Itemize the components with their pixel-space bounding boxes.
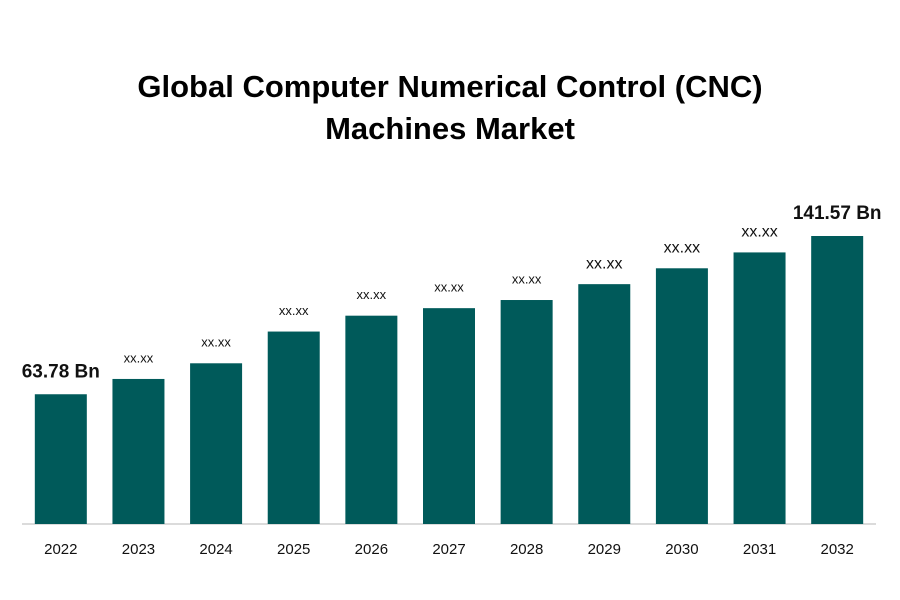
bar [267, 331, 320, 524]
value-label: xx.xx [124, 350, 154, 365]
value-label: 63.78 Bn [22, 361, 100, 382]
value-label: xx.xx [512, 271, 542, 286]
x-tick-label: 2030 [665, 541, 698, 558]
value-label: xx.xx [357, 287, 387, 302]
bar [733, 252, 786, 524]
x-tick-label: 2024 [199, 541, 232, 558]
bar [34, 394, 87, 524]
x-tick-label: 2027 [432, 541, 465, 558]
bar [423, 308, 475, 524]
bar [655, 268, 708, 524]
x-tick-label: 2026 [355, 541, 388, 558]
x-tick-label: 2031 [743, 541, 776, 558]
value-label: xx.xx [741, 224, 777, 241]
bar [190, 363, 243, 524]
value-label: xx.xx [201, 335, 231, 350]
x-tick-label: 2028 [510, 541, 543, 558]
value-label: xx.xx [586, 255, 622, 272]
bar [811, 236, 864, 524]
x-tick-label: 2029 [588, 541, 621, 558]
x-tick-label: 2032 [820, 541, 853, 558]
x-tick-label: 2022 [44, 541, 77, 558]
bar [578, 284, 631, 524]
x-tick-label: 2025 [277, 541, 310, 558]
value-label: xx.xx [664, 240, 700, 257]
value-label: xx.xx [279, 303, 309, 318]
value-label: 141.57 Bn [793, 203, 882, 224]
bar [345, 315, 398, 524]
bar [500, 300, 553, 524]
x-tick-label: 2023 [122, 541, 155, 558]
bar [112, 378, 165, 524]
value-label: xx.xx [434, 280, 464, 295]
chart-title: Global Computer Numerical Control (CNC) … [137, 69, 763, 146]
